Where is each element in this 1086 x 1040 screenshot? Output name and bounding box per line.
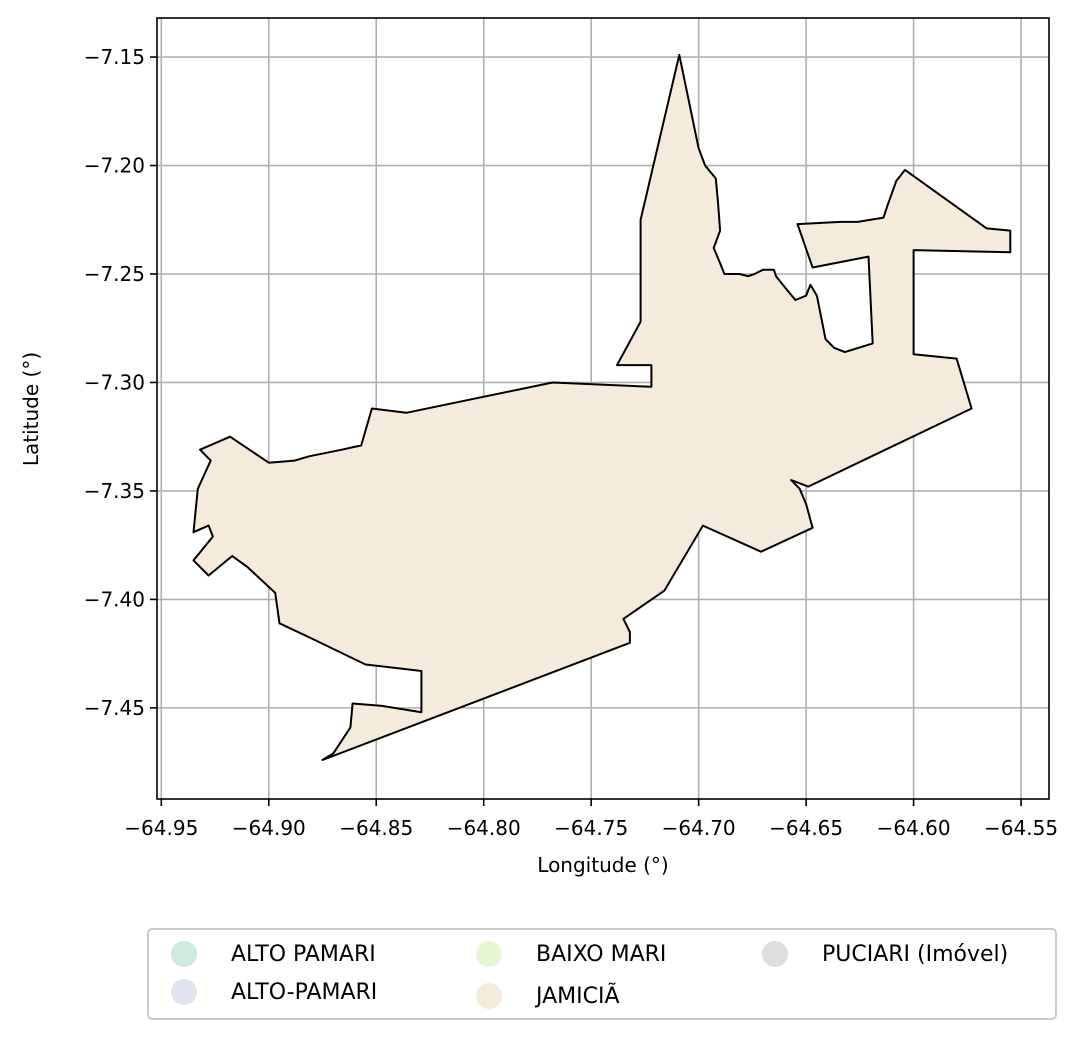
y-tick-label: −7.15 bbox=[84, 45, 145, 69]
legend-label: ALTO-PAMARI bbox=[231, 979, 378, 1005]
x-tick-label: −64.55 bbox=[984, 816, 1058, 840]
legend: ALTO PAMARI ALTO-PAMARI BAIXO MARI JAMIC… bbox=[147, 928, 1057, 1020]
legend-marker-icon bbox=[476, 983, 502, 1009]
legend-item-alto-pamari-hyphen: ALTO-PAMARI bbox=[171, 977, 377, 1007]
x-tick-label: −64.75 bbox=[554, 816, 628, 840]
legend-label: ALTO PAMARI bbox=[231, 941, 376, 967]
x-tick-label: −64.70 bbox=[662, 816, 736, 840]
jamicia-region-fill bbox=[193, 54, 1011, 760]
territory-boundary bbox=[192, 53, 1012, 761]
legend-label: PUCIARI (Imóvel) bbox=[822, 941, 1009, 967]
y-axis-ticks: −7.15 −7.20 −7.25 −7.30 −7.35 −7.40 −7.45 bbox=[84, 45, 157, 720]
x-tick-label: −64.80 bbox=[447, 816, 521, 840]
x-tick-label: −64.90 bbox=[232, 816, 306, 840]
y-tick-label: −7.25 bbox=[84, 262, 145, 286]
legend-item-jamicia: JAMICIÃ bbox=[476, 981, 620, 1011]
boundary-outline bbox=[192, 53, 1012, 761]
legend-label: JAMICIÃ bbox=[536, 983, 620, 1009]
legend-item-baixo-mari: BAIXO MARI bbox=[476, 939, 666, 969]
x-axis-title: Longitude (°) bbox=[537, 853, 668, 877]
y-tick-label: −7.30 bbox=[84, 370, 145, 394]
x-tick-label: −64.65 bbox=[769, 816, 843, 840]
legend-marker-icon bbox=[171, 979, 197, 1005]
y-tick-label: −7.40 bbox=[84, 587, 145, 611]
x-tick-label: −64.60 bbox=[877, 816, 951, 840]
y-tick-label: −7.45 bbox=[84, 696, 145, 720]
legend-item-alto-pamari: ALTO PAMARI bbox=[171, 939, 376, 969]
legend-marker-icon bbox=[476, 941, 502, 967]
y-tick-label: −7.20 bbox=[84, 154, 145, 178]
x-tick-label: −64.85 bbox=[339, 816, 413, 840]
y-tick-label: −7.35 bbox=[84, 479, 145, 503]
region-fill-jamicia bbox=[193, 54, 1011, 760]
x-tick-label: −64.95 bbox=[124, 816, 198, 840]
y-axis-title: Latitude (°) bbox=[19, 352, 43, 466]
legend-marker-icon bbox=[171, 941, 197, 967]
legend-label: BAIXO MARI bbox=[536, 941, 667, 967]
plot-frame bbox=[156, 17, 1050, 800]
legend-item-puciari: PUCIARI (Imóvel) bbox=[762, 939, 1008, 969]
x-axis-ticks: −64.95 −64.90 −64.85 −64.80 −64.75 −64.70 −64.… bbox=[124, 799, 1058, 840]
legend-marker-icon bbox=[762, 941, 788, 967]
